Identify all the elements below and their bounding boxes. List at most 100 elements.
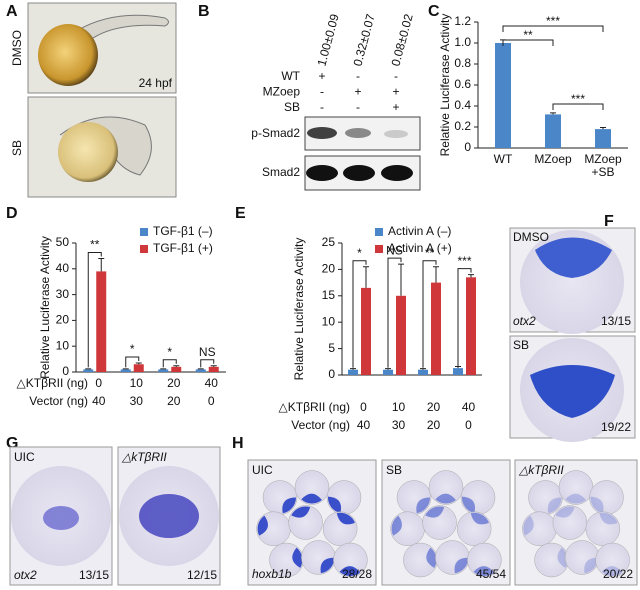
significance-bracket [552,103,604,110]
row-value: 40 [462,400,476,414]
chart: E Relative Luciferase Activity 0 5 10 15 20 25 A… [235,205,482,432]
significance-label: ** [523,28,533,42]
error-bar [363,266,369,288]
stain [473,566,495,576]
stain [292,547,303,568]
row-value: 10 [130,376,144,390]
bar [120,369,131,372]
band [381,165,413,181]
y-tick-label: 25 [322,235,336,249]
y-axis-label: Relative Luciferase Activity [38,236,52,379]
bar [418,369,428,375]
y-tick-label: 0.2 [454,119,471,133]
ratio-label: 0.08±0.02 [388,12,415,67]
significance-bracket [352,260,367,368]
stain [535,237,612,278]
embryo-yolk [38,24,98,86]
stain [584,557,599,574]
embryo [467,542,502,578]
blot-label: p-Smad2 [251,126,300,140]
panel-label: E [235,205,246,222]
band [307,127,337,139]
bar [383,369,393,375]
panel-g: G UIC otx2 13/15 △kTβRII 12/15 [6,435,221,586]
panel-a: A DMSO 24 hpf SB [6,2,177,198]
condition-label: MZoep [263,85,301,99]
stain [425,506,445,518]
ratio-label: 0.32±0.07 [350,12,377,67]
significance-label: * [130,342,135,356]
count-label: 12/15 [187,568,217,582]
image-label: △kTβRII [121,450,167,464]
count-label: 19/22 [601,420,631,434]
error-bar [173,365,180,367]
y-tick-label: 20 [322,262,336,276]
ratio-label: 1.00±0.09 [314,12,341,67]
legend-label: TGF-β1 (–) [153,224,213,238]
stain [336,512,355,525]
y-axis-label: Relative Luciferase Activity [292,238,306,381]
image-label: DMSO [513,230,549,244]
stain [435,493,456,504]
y-tick-label: 5 [328,341,335,355]
significance-bracket [125,356,140,368]
panel-label: A [6,3,18,20]
x-tick-label: MZoep +SB [584,152,622,179]
stain [523,515,534,536]
panel-label: B [198,3,210,20]
sign: - [356,69,360,83]
stage-label: 24 hpf [139,76,173,90]
image-label: UIC [252,463,273,477]
error-bar [160,368,167,370]
embryo [528,480,563,515]
stain [557,547,568,568]
embryo [396,480,432,515]
count-label: 45/54 [476,567,506,581]
error-bar [398,263,404,296]
legend-label: Activin A (–) [388,224,451,238]
y-tick-label: 0.8 [454,56,471,70]
stain [601,566,623,576]
error-bar [433,266,439,283]
bar [96,271,107,372]
gene-label: hoxb1b [252,567,292,581]
stain [426,547,437,568]
stain [590,496,604,514]
error-bar [385,368,391,370]
embryo [262,480,298,515]
y-tick-label: 15 [322,288,336,302]
row-value: 30 [130,394,144,408]
error-bar [550,112,556,115]
count-label: 13/15 [601,314,631,328]
embryo-tail [69,14,169,41]
sign: - [320,85,324,99]
bar [466,277,476,375]
bar [431,282,441,375]
error-bar [455,366,461,369]
significance-bracket [162,359,177,368]
legend-label: TGF-β1 (+) [153,241,213,255]
condition-label: SB [284,100,300,114]
stain [301,493,322,504]
row-value: 0 [465,418,472,432]
stain [339,566,361,576]
bar [545,114,561,148]
row-label: SB [10,140,24,156]
gene-label: otx2 [14,568,37,582]
stain [291,506,311,518]
bar [361,287,371,375]
stain [257,515,268,536]
bar [208,366,219,372]
significance-bracket [387,257,402,368]
panel-label: D [6,205,18,222]
panel-label: F [604,213,614,230]
count-label: 20/22 [603,567,633,581]
error-bar [210,365,217,367]
stain [462,496,476,514]
band [306,165,338,181]
panel-label: C [428,3,440,20]
y-tick-label: 40 [56,261,70,275]
error-bar [600,127,606,130]
row-value: 30 [392,418,406,432]
